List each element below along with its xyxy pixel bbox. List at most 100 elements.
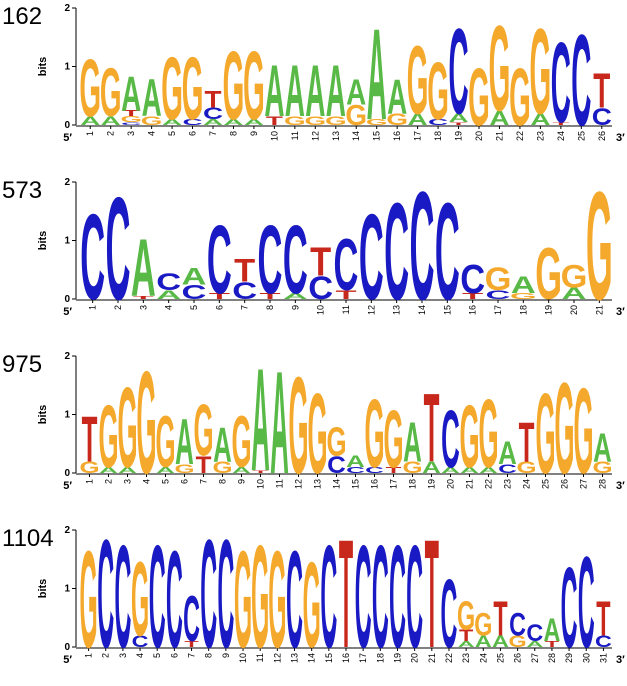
logo-letter: G: [268, 522, 286, 677]
logo-letter: G: [223, 32, 245, 141]
x-tick-label: 11: [290, 131, 300, 140]
logo-letter: T: [459, 627, 474, 645]
logo-letter: A: [162, 118, 182, 127]
x-tick-label: 11: [255, 653, 265, 662]
logo-letter: C: [149, 516, 166, 679]
logo-letter: C: [389, 516, 406, 679]
logo-letter: G: [243, 32, 265, 141]
x-tick-label: 19: [544, 305, 554, 315]
logo-letter: G: [155, 400, 175, 483]
logo-panel: 1104bits0121ACTG2AGTC3AGTC4ATCG5AGTC6AGT…: [2, 509, 625, 681]
x-tick-label: 21: [494, 131, 504, 141]
logo-letter: C: [410, 160, 435, 333]
x-tick-label: 20: [569, 305, 579, 315]
logo-letter: G: [100, 55, 122, 132]
x-tick-label: 10: [256, 479, 266, 489]
logo-letter: G: [592, 458, 612, 477]
x-tick-label: 28: [598, 479, 608, 489]
x-tick-label: 4: [147, 131, 157, 136]
logo-letter: A: [80, 114, 100, 128]
three-prime-label: 3′: [616, 480, 625, 492]
logo-letter: A: [213, 419, 232, 473]
logo-letter: C: [509, 605, 526, 642]
five-prime-label: 5′: [63, 132, 72, 144]
logo-letter: C: [592, 103, 612, 131]
logo-letter: G: [303, 537, 321, 673]
logo-letter: C: [355, 516, 372, 679]
logo-letter: G: [117, 365, 137, 492]
x-tick-label: 8: [218, 479, 228, 484]
logo-letter: C: [359, 189, 384, 325]
x-tick-label: 1: [85, 479, 95, 484]
logo-letter: G: [364, 380, 384, 489]
logo-letter: A: [593, 426, 612, 471]
logo-letter: T: [266, 114, 283, 128]
logo-letter: A: [223, 118, 243, 127]
logo-letter: C: [526, 620, 543, 648]
x-tick-label: 11: [275, 479, 285, 488]
logo-letter: A: [479, 466, 498, 475]
y-tick-label: 0: [64, 294, 70, 305]
x-tick-label: 19: [427, 479, 437, 489]
logo-letter: C: [258, 206, 283, 314]
logo-letter: C: [346, 466, 365, 475]
x-tick-label: 2: [113, 305, 123, 310]
x-tick-label: 4: [164, 305, 174, 310]
logo-letter: A: [156, 289, 181, 302]
x-tick-label: 10: [238, 653, 248, 663]
x-tick-label: 7: [240, 305, 250, 310]
logo-letter: G: [182, 39, 204, 139]
logo-letter: G: [509, 633, 527, 651]
logo-letter: C: [217, 509, 234, 681]
x-tick-label: 9: [221, 653, 231, 658]
x-tick-label: 3: [123, 479, 133, 484]
logo-letter: C: [182, 280, 207, 303]
logo-letter: G: [131, 541, 149, 658]
y-axis-label: bits: [37, 57, 49, 77]
x-tick-label: 11: [341, 305, 351, 314]
logo-letter: A: [441, 466, 460, 475]
logo-letter: C: [183, 584, 200, 656]
logo-letter: A: [175, 406, 194, 478]
logo-letter: C: [200, 509, 217, 681]
x-tick-label: 5: [167, 131, 177, 136]
x-tick-label: 9: [237, 479, 247, 484]
logo-letter: G: [174, 463, 194, 476]
logo-letter: C: [80, 189, 105, 325]
logo-letter: G: [161, 39, 183, 139]
logo-letter: G: [307, 371, 327, 498]
logo-letter: A: [544, 611, 561, 648]
x-tick-label: 24: [556, 131, 566, 141]
logo-letter: T: [184, 640, 199, 649]
logo-letter: C: [365, 466, 384, 475]
x-tick-label: 16: [370, 479, 380, 489]
logo-letter: G: [212, 458, 232, 477]
logo-letter: A: [142, 69, 162, 128]
x-tick-label: 5: [161, 479, 171, 484]
x-tick-label: 6: [214, 305, 224, 310]
logo-letter: C: [327, 452, 346, 479]
x-tick-label: 24: [478, 653, 488, 663]
y-tick-label: 0: [64, 468, 70, 479]
x-tick-label: 22: [484, 479, 494, 489]
x-tick-label: 15: [372, 131, 382, 141]
three-prime-label: 3′: [616, 306, 625, 318]
logo-letter: A: [387, 70, 407, 124]
logo-letter: G: [304, 114, 326, 128]
logo-letter: G: [79, 458, 99, 477]
logo-letter: A: [530, 110, 550, 129]
x-tick-label: 25: [541, 479, 551, 489]
x-tick-label: 1: [84, 653, 94, 658]
logo-letter: A: [460, 466, 479, 475]
logo-letter: A: [118, 466, 137, 475]
x-tick-label: 12: [310, 131, 320, 141]
logo-letter: G: [573, 362, 593, 499]
y-tick-label: 2: [64, 3, 70, 14]
x-tick-label: 18: [408, 479, 418, 489]
logo-letter: G: [474, 605, 492, 642]
x-tick-label: 12: [272, 653, 282, 663]
logo-letter: G: [586, 160, 613, 333]
logo-letter: G: [231, 400, 251, 483]
x-tick-label: 12: [366, 305, 376, 315]
logo-letter: G: [489, 0, 511, 136]
